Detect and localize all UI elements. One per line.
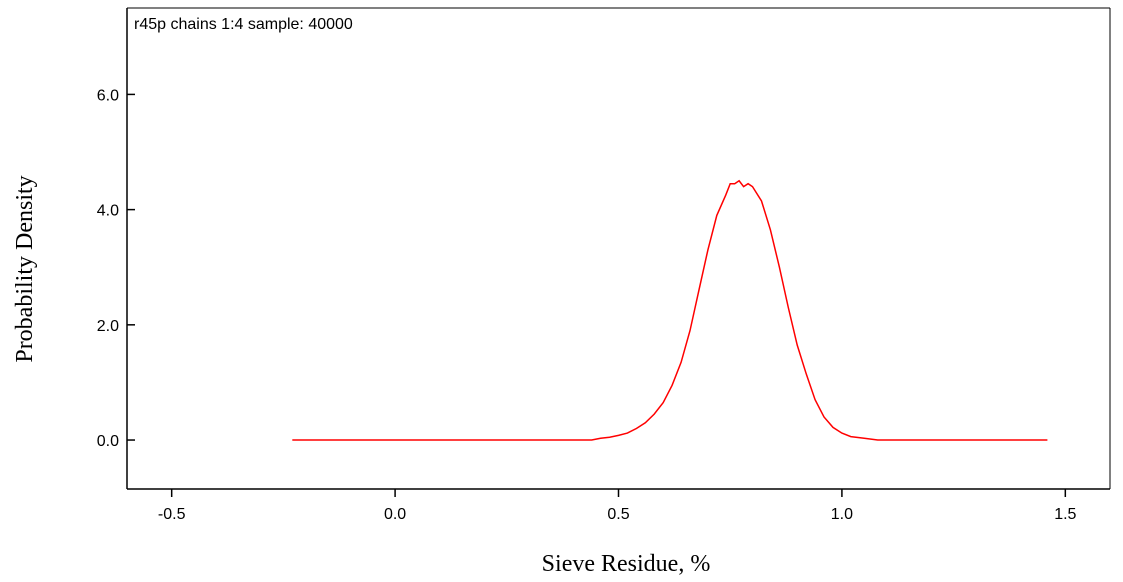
y-axis-title: Probability Density — [12, 175, 38, 362]
x-tick-label: 0.0 — [384, 506, 406, 523]
x-tick-label: 1.0 — [831, 506, 853, 523]
y-tick-label: 2.0 — [97, 318, 119, 335]
x-axis: -0.5 0.0 0.5 1.0 1.5 — [158, 489, 1077, 523]
plot-frame — [126, 7, 1111, 490]
density-line — [292, 179, 1048, 441]
x-axis-title: Sieve Residue, % — [542, 551, 711, 577]
y-axis: 0.0 2.0 4.0 6.0 — [97, 87, 135, 450]
y-tick-label: 0.0 — [97, 433, 119, 450]
x-tick-label: -0.5 — [158, 506, 186, 523]
x-tick-label: 0.5 — [607, 506, 629, 523]
y-tick-label: 6.0 — [97, 87, 119, 104]
x-tick-label: 1.5 — [1054, 506, 1076, 523]
chart-title: r45p chains 1:4 sample: 40000 — [134, 16, 353, 33]
y-tick-label: 4.0 — [97, 203, 119, 220]
